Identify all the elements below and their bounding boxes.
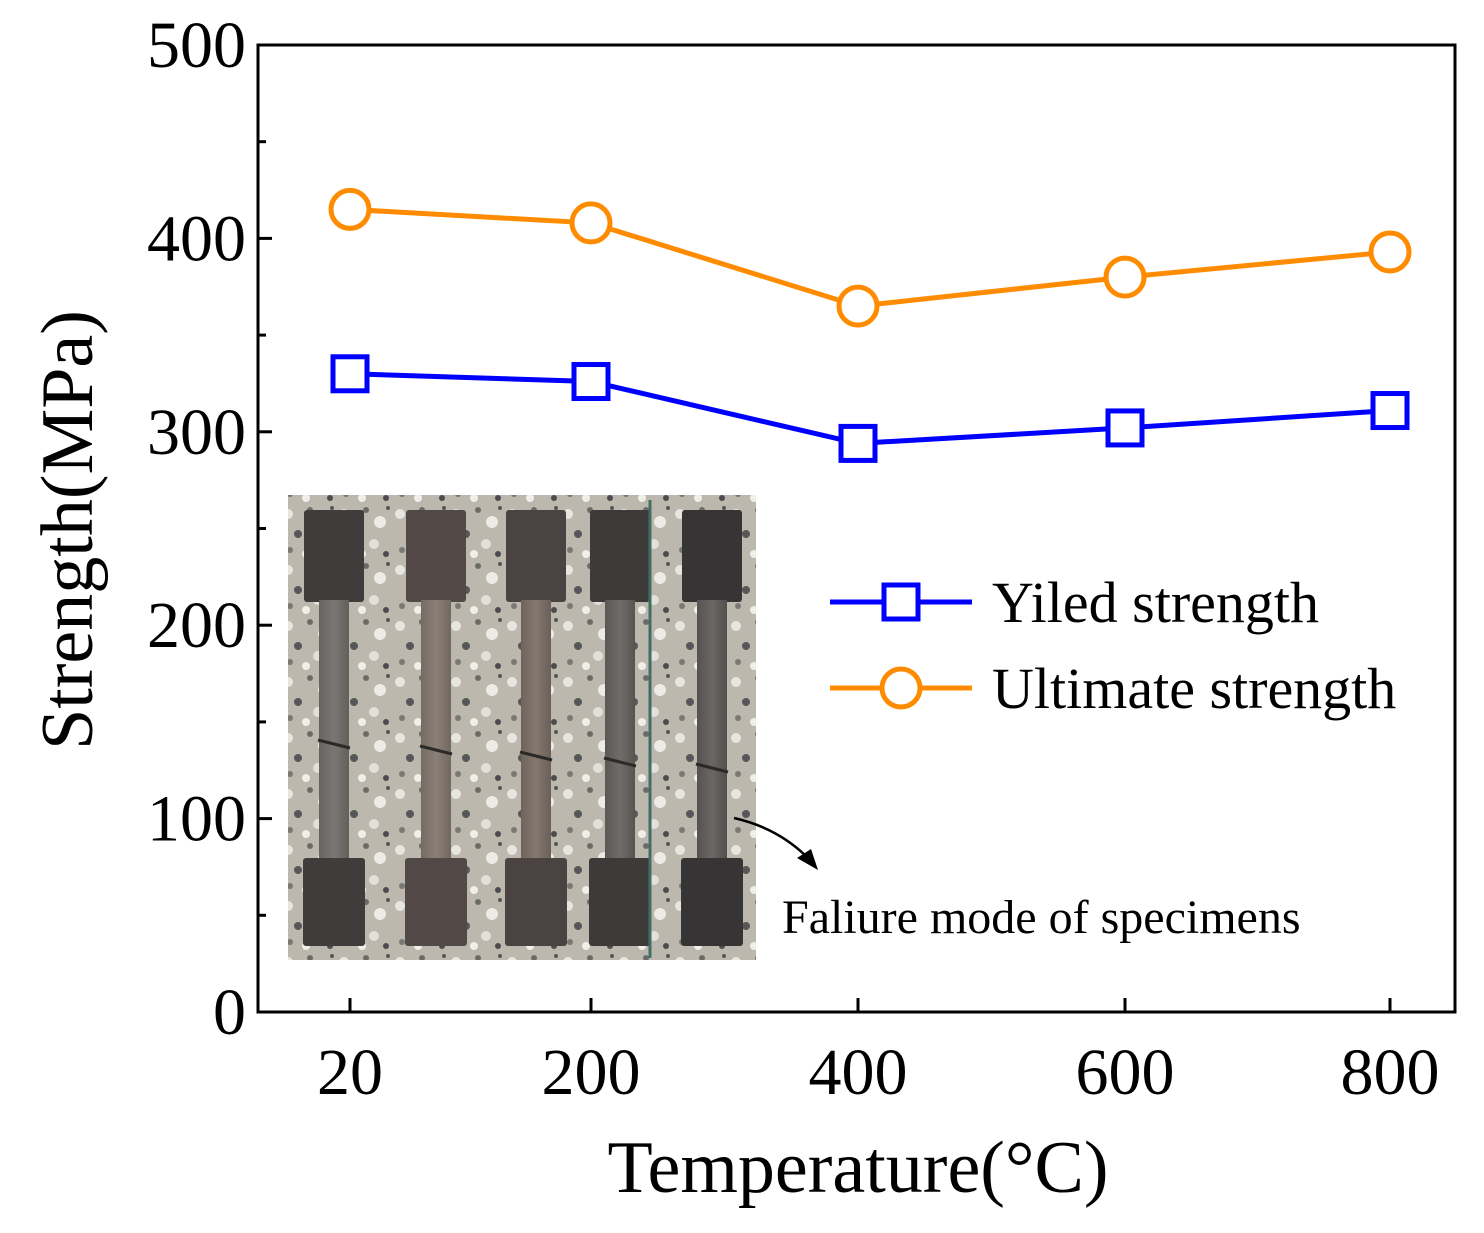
legend: Yiled strength Ultimate strength bbox=[830, 570, 1396, 721]
y-axis-title: Strength(MPa) bbox=[27, 310, 109, 750]
specimen-2 bbox=[405, 510, 467, 946]
annotation-arrow bbox=[733, 816, 818, 870]
x-tick-label: 400 bbox=[809, 1036, 908, 1109]
specimen-5 bbox=[681, 510, 743, 946]
data-point bbox=[571, 362, 611, 402]
x-tick-label: 200 bbox=[542, 1036, 641, 1109]
y-tick-label: 400 bbox=[147, 202, 246, 275]
y-tick-label: 500 bbox=[147, 9, 246, 82]
data-point bbox=[838, 423, 878, 463]
x-tick-label: 800 bbox=[1341, 1036, 1440, 1109]
axis-ticks: 0 100 200 300 400 500 20 200 400 600 800 bbox=[147, 9, 1440, 1109]
series-yield bbox=[330, 354, 1410, 463]
specimen-4 bbox=[589, 510, 651, 946]
specimen-3 bbox=[505, 510, 567, 946]
legend-label: Ultimate strength bbox=[992, 656, 1396, 721]
data-point bbox=[836, 284, 880, 328]
y-tick-label: 300 bbox=[147, 396, 246, 469]
legend-entry-yield: Yiled strength bbox=[830, 570, 1319, 635]
legend-label: Yiled strength bbox=[992, 570, 1319, 635]
inset-annotation: Faliure mode of specimens bbox=[782, 891, 1301, 944]
data-point bbox=[1370, 391, 1410, 431]
data-series bbox=[328, 187, 1412, 463]
x-tick-label: 20 bbox=[317, 1036, 383, 1109]
x-axis-title: Temperature(°C) bbox=[607, 1127, 1108, 1209]
legend-entry-ultimate: Ultimate strength bbox=[830, 656, 1396, 721]
y-tick-label: 100 bbox=[147, 783, 246, 856]
legend-marker bbox=[881, 582, 921, 622]
legend-marker bbox=[879, 666, 923, 710]
specimen-1 bbox=[303, 510, 365, 946]
data-point bbox=[1105, 408, 1145, 448]
data-point bbox=[1103, 255, 1147, 299]
x-tick-label: 600 bbox=[1076, 1036, 1175, 1109]
data-point bbox=[1368, 230, 1412, 274]
specimen-failure-photo bbox=[288, 495, 756, 960]
y-tick-label: 200 bbox=[147, 589, 246, 662]
y-tick-label: 0 bbox=[213, 976, 246, 1049]
data-point bbox=[328, 187, 372, 231]
data-point bbox=[569, 201, 613, 245]
series-ultimate bbox=[328, 187, 1412, 328]
data-point bbox=[330, 354, 370, 394]
